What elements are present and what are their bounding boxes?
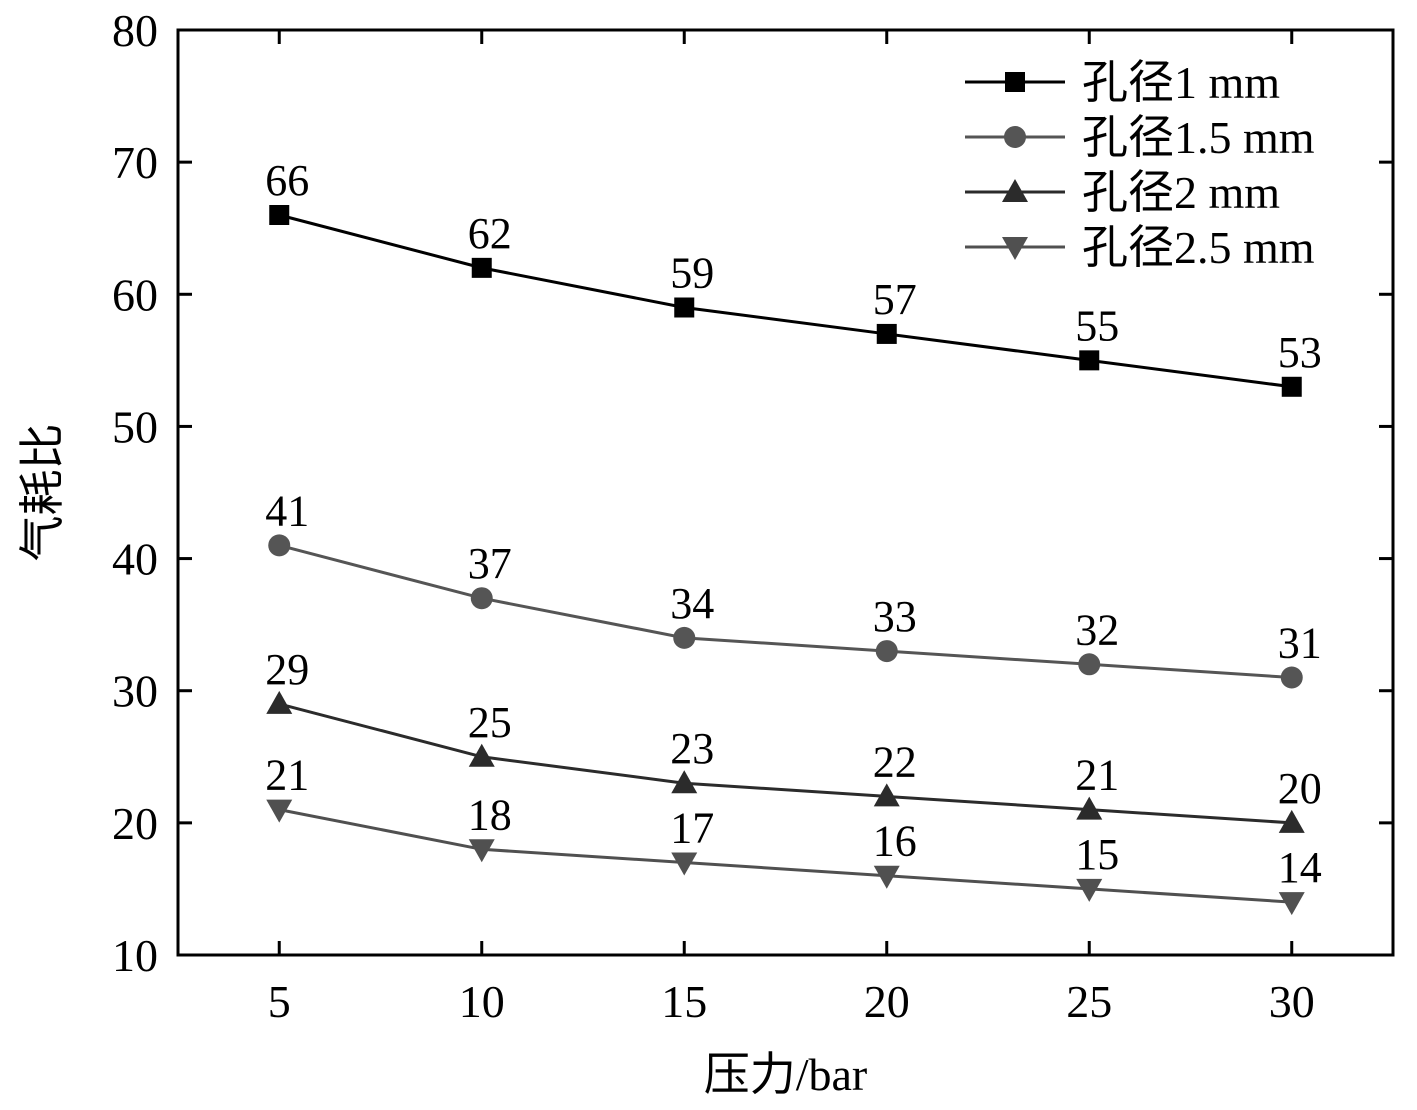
- data-label: 29: [265, 645, 309, 694]
- data-label: 21: [1075, 751, 1119, 800]
- data-point: [471, 257, 492, 278]
- series-1: 66 62 59 57 55 53: [265, 156, 1322, 397]
- y-axis-title: 气耗比: [17, 424, 68, 562]
- legend-marker: [1004, 126, 1026, 148]
- data-label: 17: [670, 804, 714, 853]
- x-tick-label: 30: [1269, 976, 1315, 1027]
- data-label: 32: [1075, 605, 1119, 654]
- data-point: [1278, 809, 1305, 833]
- series-line: [278, 213, 1292, 389]
- y-tick-label: 30: [112, 666, 158, 717]
- data-label: 37: [468, 539, 512, 588]
- data-point: [873, 865, 900, 889]
- data-label: 18: [468, 790, 512, 839]
- data-label: 33: [873, 592, 917, 641]
- data-point: [468, 743, 495, 767]
- x-tick-label: 5: [268, 976, 291, 1027]
- data-point: [269, 205, 290, 225]
- x-tick-label: 25: [1066, 976, 1112, 1027]
- series-line: [278, 543, 1292, 679]
- data-point: [671, 852, 698, 876]
- data-point: [873, 783, 900, 807]
- data-label: 21: [265, 751, 309, 800]
- series-line: [278, 808, 1292, 904]
- data-point: [876, 323, 897, 344]
- legend-label: 孔径2 mm: [1082, 167, 1280, 218]
- legend-marker: [1002, 179, 1028, 202]
- data-label: 25: [468, 698, 512, 747]
- y-tick-label: 70: [112, 137, 158, 188]
- legend-item: 孔径1 mm: [965, 57, 1280, 108]
- x-tick-label: 20: [864, 976, 910, 1027]
- legend-item: 孔径2 mm: [965, 167, 1280, 218]
- legend-marker: [1005, 72, 1025, 92]
- data-point: [1076, 878, 1103, 902]
- plot-frame: [176, 28, 1395, 957]
- data-point: [671, 770, 698, 794]
- data-point: [674, 297, 695, 318]
- data-label: 16: [873, 817, 917, 866]
- y-tick-label: 80: [112, 5, 158, 56]
- data-label: 66: [265, 156, 309, 205]
- y-tick-label: 10: [112, 930, 158, 981]
- x-tick-label: 10: [459, 976, 505, 1027]
- legend-label: 孔径1 mm: [1082, 57, 1280, 108]
- series-layer: 66 62 59 57 55 53 41 37 34 33 32 31 29 25 23 22 21 20 21 18…: [265, 156, 1322, 916]
- data-label: 53: [1278, 328, 1322, 377]
- legend-label: 孔径2.5 mm: [1082, 222, 1315, 273]
- y-tick-label: 60: [112, 269, 158, 320]
- y-tick-label: 50: [112, 401, 158, 452]
- series-2: 41 37 34 33 32 31: [265, 486, 1322, 689]
- data-label: 55: [1075, 301, 1119, 350]
- data-point: [266, 690, 293, 714]
- data-point: [268, 534, 291, 557]
- axis-ticks: 10 20 30 40 50 60 70 80 5 10 15 20 25 30: [112, 5, 1393, 1027]
- data-label: 22: [873, 737, 917, 786]
- legend-label: 孔径1.5 mm: [1082, 112, 1315, 163]
- data-point: [266, 799, 293, 823]
- data-point: [1280, 666, 1303, 689]
- data-point: [470, 587, 493, 610]
- data-point: [673, 626, 696, 649]
- y-tick-label: 20: [112, 798, 158, 849]
- data-point: [875, 640, 898, 663]
- data-point: [1078, 653, 1101, 676]
- data-label: 14: [1278, 843, 1322, 892]
- series-3: 29 25 23 22 21 20: [265, 645, 1322, 833]
- series-line: [278, 702, 1292, 825]
- data-point: [1079, 350, 1100, 371]
- data-label: 23: [670, 724, 714, 773]
- legend-item: 孔径2.5 mm: [965, 222, 1315, 273]
- data-label: 59: [670, 249, 714, 298]
- legend-item: 孔径1.5 mm: [965, 112, 1315, 163]
- y-tick-label: 40: [112, 534, 158, 585]
- data-point: [1278, 892, 1305, 916]
- data-label: 41: [265, 486, 309, 535]
- data-label: 62: [468, 209, 512, 258]
- data-point: [468, 839, 495, 863]
- series-4: 21 18 17 16 15 14: [265, 751, 1322, 916]
- data-label: 57: [873, 275, 917, 324]
- x-axis-title: 压力/bar: [704, 1049, 868, 1100]
- x-tick-label: 15: [661, 976, 707, 1027]
- data-label: 34: [670, 579, 714, 628]
- data-label: 31: [1278, 619, 1322, 668]
- data-point: [1281, 376, 1302, 397]
- legend-marker: [1002, 237, 1028, 260]
- data-label: 15: [1075, 830, 1119, 879]
- data-label: 20: [1278, 764, 1322, 813]
- data-point: [1076, 796, 1103, 820]
